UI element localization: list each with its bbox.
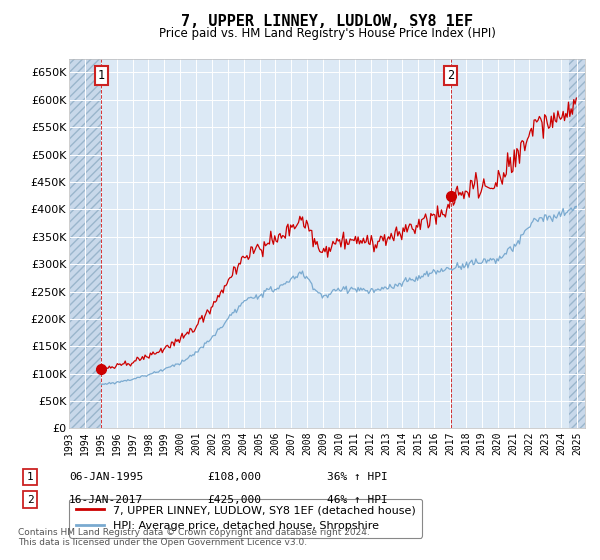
Text: 7, UPPER LINNEY, LUDLOW, SY8 1EF: 7, UPPER LINNEY, LUDLOW, SY8 1EF	[181, 14, 473, 29]
Text: Contains HM Land Registry data © Crown copyright and database right 2024.
This d: Contains HM Land Registry data © Crown c…	[18, 528, 370, 547]
Text: Price paid vs. HM Land Registry's House Price Index (HPI): Price paid vs. HM Land Registry's House …	[158, 27, 496, 40]
Text: £425,000: £425,000	[207, 494, 261, 505]
Bar	[569, 59, 585, 428]
Text: 1: 1	[26, 472, 34, 482]
Text: 2: 2	[26, 494, 34, 505]
Text: 46% ↑ HPI: 46% ↑ HPI	[327, 494, 388, 505]
Text: 1: 1	[98, 69, 105, 82]
Text: 16-JAN-2017: 16-JAN-2017	[69, 494, 143, 505]
Text: 2: 2	[447, 69, 454, 82]
Legend: 7, UPPER LINNEY, LUDLOW, SY8 1EF (detached house), HPI: Average price, detached : 7, UPPER LINNEY, LUDLOW, SY8 1EF (detach…	[70, 498, 422, 538]
Text: 36% ↑ HPI: 36% ↑ HPI	[327, 472, 388, 482]
Bar	[69, 59, 101, 428]
Text: £108,000: £108,000	[207, 472, 261, 482]
Text: 06-JAN-1995: 06-JAN-1995	[69, 472, 143, 482]
